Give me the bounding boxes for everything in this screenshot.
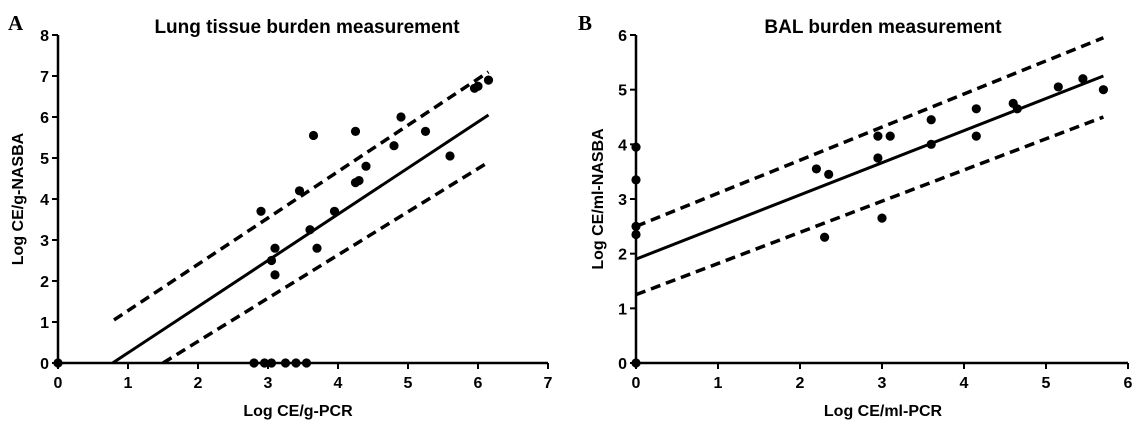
data-point (354, 175, 364, 186)
data-point (873, 153, 883, 163)
data-point (820, 232, 830, 242)
data-point (249, 358, 259, 368)
plot-area-a: 0 1 2 3 4 5 6 7 0 1 2 3 4 5 6 7 8 (40, 28, 552, 392)
x-tick-label: 6 (474, 375, 483, 392)
data-point (361, 161, 371, 171)
data-point (294, 186, 305, 196)
y-tick-label: 6 (40, 110, 49, 127)
regression-line (111, 113, 490, 365)
regression-line (635, 74, 1104, 261)
y-tick-label: 5 (618, 83, 627, 100)
data-point (631, 358, 641, 368)
data-point (824, 169, 834, 179)
x-tick-label: 2 (194, 375, 203, 392)
data-point (885, 131, 895, 141)
data-point (256, 206, 266, 216)
data-point (266, 358, 277, 368)
ci-lower-line (162, 160, 490, 365)
y-tick-label: 3 (40, 233, 49, 250)
data-point (1098, 85, 1108, 95)
data-point (266, 255, 277, 266)
x-tick-label: 2 (796, 375, 805, 392)
data-point (631, 175, 641, 185)
x-tick-label: 6 (1124, 375, 1133, 392)
y-tick-label: 1 (618, 301, 627, 318)
data-point (473, 81, 483, 91)
y-tick-label: 3 (618, 192, 627, 209)
data-point (350, 126, 361, 136)
x-tick-label: 3 (878, 375, 887, 392)
x-axis-label-b: Log CE/ml-PCR (824, 403, 943, 420)
data-point (631, 142, 641, 152)
y-tick-label: 7 (40, 69, 49, 86)
data-point (312, 243, 322, 253)
data-point (329, 206, 340, 216)
y-tick-label: 2 (618, 247, 627, 264)
ci-lower-line (635, 115, 1105, 297)
data-point (305, 225, 315, 235)
y-tick-label: 8 (40, 28, 49, 45)
ci-upper-line (635, 36, 1105, 228)
y-tick-label: 5 (40, 151, 49, 168)
y-tick-label: 0 (618, 356, 627, 373)
data-point (389, 141, 399, 151)
chart-title-b: BAL burden measurement (764, 17, 1002, 38)
data-point (971, 104, 981, 114)
x-tick-label: 4 (960, 375, 969, 392)
data-point (301, 358, 312, 368)
x-tick-label: 5 (1042, 375, 1051, 392)
y-tick-label: 2 (40, 274, 49, 291)
data-point (483, 75, 494, 85)
data-point (308, 130, 319, 141)
data-point (811, 164, 822, 174)
data-point (259, 358, 270, 368)
y-tick-label: 4 (618, 137, 627, 154)
y-axis-label-b: Log CE/ml-NASBA (590, 128, 607, 270)
data-point (1012, 104, 1022, 114)
panel-letter-a: A (8, 11, 24, 35)
data-point (631, 221, 641, 231)
x-axis-label-a: Log CE/g-PCR (243, 403, 353, 420)
data-point (396, 112, 406, 122)
data-point (291, 358, 301, 368)
y-axis-label-a: Log CE/g-NASBA (10, 132, 27, 265)
plot-area-b: 0 1 2 3 4 5 6 0 1 2 3 4 5 6 (618, 28, 1132, 392)
data-point (445, 151, 455, 161)
y-tick-label: 6 (618, 28, 627, 45)
x-tick-label: 5 (404, 375, 413, 392)
chart-title-a: Lung tissue burden measurement (154, 17, 460, 38)
panel-letter-b: B (578, 11, 592, 35)
panel-a: A Lung tissue burden measurement Log CE/… (8, 11, 553, 420)
data-point (53, 358, 63, 368)
x-tick-label: 0 (632, 375, 641, 392)
x-tick-label: 0 (54, 375, 63, 392)
panel-b: B BAL burden measurement Log CE/ml-PCR L… (578, 11, 1133, 420)
data-point (270, 243, 280, 253)
x-tick-label: 7 (544, 375, 553, 392)
data-point (631, 229, 641, 240)
y-tick-label: 0 (40, 356, 49, 373)
x-tick-label: 4 (334, 375, 343, 392)
data-point (1078, 74, 1088, 84)
data-point (1053, 82, 1063, 92)
ci-upper-line (113, 70, 490, 322)
data-point (877, 213, 887, 223)
data-point (926, 115, 936, 125)
y-tick-label: 1 (40, 315, 49, 332)
y-tick-label: 4 (40, 192, 49, 209)
data-point (926, 139, 936, 149)
data-point (280, 358, 291, 368)
x-tick-label: 3 (264, 375, 273, 392)
x-tick-label: 1 (714, 375, 723, 392)
data-point (873, 131, 883, 141)
data-point (270, 270, 280, 280)
data-point (971, 131, 981, 141)
x-tick-label: 1 (124, 375, 133, 392)
data-point (420, 126, 431, 136)
